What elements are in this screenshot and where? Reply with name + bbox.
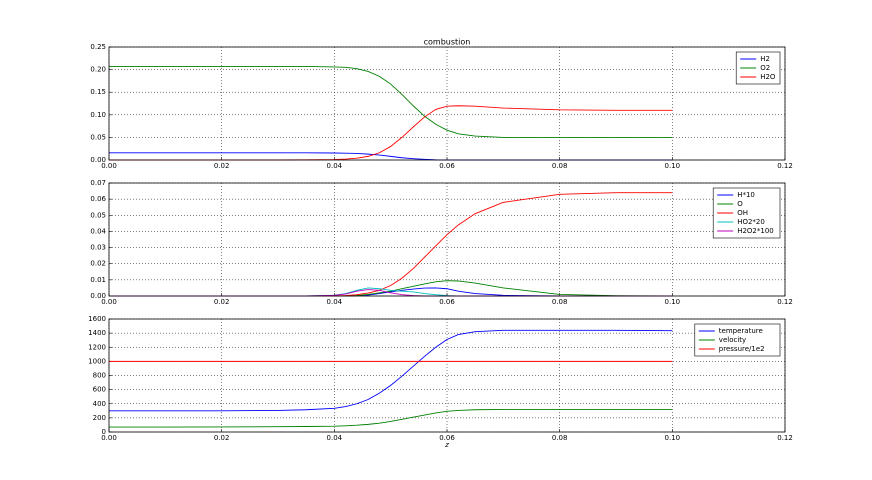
y-tick-label: 0.01 xyxy=(90,276,106,284)
series-line xyxy=(109,65,673,138)
legend-label: O xyxy=(737,200,743,208)
legend-label: HO2*20 xyxy=(737,218,765,226)
y-tick-label: 0.07 xyxy=(90,179,106,187)
x-tick-label: 0.06 xyxy=(439,434,455,442)
x-tick-label: 0.06 xyxy=(439,298,455,306)
legend-label: O2 xyxy=(760,64,770,72)
legend-label: velocity xyxy=(719,336,746,344)
legend-label: H2O xyxy=(760,73,776,81)
chart-title: combustion xyxy=(424,38,471,47)
x-tick-label: 0.02 xyxy=(214,162,230,170)
x-tick-label: 0.04 xyxy=(327,162,343,170)
y-tick-label: 1200 xyxy=(88,343,106,351)
y-tick-label: 1000 xyxy=(88,357,106,365)
plot-frame xyxy=(108,182,786,297)
x-tick-label: 0.06 xyxy=(439,162,455,170)
y-tick-label: 0.00 xyxy=(90,156,106,164)
x-tick-label: 0.04 xyxy=(327,434,343,442)
y-tick-label: 0.10 xyxy=(90,111,106,119)
plot-frame xyxy=(108,318,786,433)
series-line xyxy=(109,329,673,412)
series-line xyxy=(109,192,673,297)
series-line xyxy=(109,280,673,297)
plot-frame xyxy=(108,46,786,161)
x-tick-label: 0.08 xyxy=(552,434,568,442)
y-tick-label: 400 xyxy=(93,400,106,408)
y-tick-label: 0.02 xyxy=(90,260,106,268)
y-tick-label: 0.25 xyxy=(90,43,106,51)
legend-label: OH xyxy=(737,209,748,217)
x-tick-label: 0.10 xyxy=(665,434,681,442)
x-axis-label: z xyxy=(444,441,449,449)
y-tick-label: 200 xyxy=(93,414,106,422)
x-tick-label: 0.10 xyxy=(665,162,681,170)
x-tick-label: 0.12 xyxy=(777,298,793,306)
x-tick-label: 0.02 xyxy=(214,298,230,306)
series-line xyxy=(109,105,673,161)
x-tick-label: 0.02 xyxy=(214,434,230,442)
y-tick-label: 1400 xyxy=(88,329,106,337)
legend-label: pressure/1e2 xyxy=(719,345,765,353)
x-tick-label: 0.00 xyxy=(101,434,117,442)
x-tick-label: 0.08 xyxy=(552,162,568,170)
legend-label: H2O2*100 xyxy=(737,227,774,235)
y-tick-label: 0.03 xyxy=(90,244,106,252)
series-line xyxy=(109,152,673,161)
x-tick-label: 0.12 xyxy=(777,162,793,170)
y-tick-label: 0.06 xyxy=(90,195,106,203)
y-tick-label: 1600 xyxy=(88,315,106,323)
x-tick-label: 0.08 xyxy=(552,298,568,306)
x-tick-label: 0.10 xyxy=(665,298,681,306)
legend-label: temperature xyxy=(719,327,763,335)
x-tick-label: 0.12 xyxy=(777,434,793,442)
y-tick-label: 800 xyxy=(93,372,106,380)
y-tick-label: 0.20 xyxy=(90,66,106,74)
y-tick-label: 0.15 xyxy=(90,88,106,96)
x-tick-label: 0.00 xyxy=(101,162,117,170)
y-tick-label: 0.05 xyxy=(90,133,106,141)
x-tick-label: 0.04 xyxy=(327,298,343,306)
y-tick-label: 0.04 xyxy=(90,227,106,235)
legend-label: H*10 xyxy=(737,191,755,199)
y-tick-label: 600 xyxy=(93,386,106,394)
y-tick-label: 0.00 xyxy=(90,292,106,300)
series-line xyxy=(109,408,673,428)
y-tick-label: 0.05 xyxy=(90,211,106,219)
legend-label: H2 xyxy=(760,55,770,63)
x-tick-label: 0.00 xyxy=(101,298,117,306)
y-tick-label: 0 xyxy=(102,428,106,436)
